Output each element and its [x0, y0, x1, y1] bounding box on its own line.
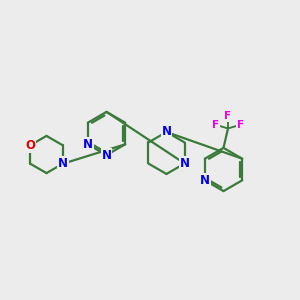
Text: F: F [224, 111, 232, 121]
Text: N: N [83, 138, 93, 151]
Text: F: F [237, 120, 244, 130]
Text: N: N [161, 125, 172, 139]
Text: N: N [200, 174, 210, 187]
Text: O: O [26, 139, 35, 152]
Text: N: N [180, 157, 190, 170]
Text: N: N [101, 148, 112, 162]
Text: F: F [212, 120, 219, 130]
Text: N: N [58, 157, 68, 170]
